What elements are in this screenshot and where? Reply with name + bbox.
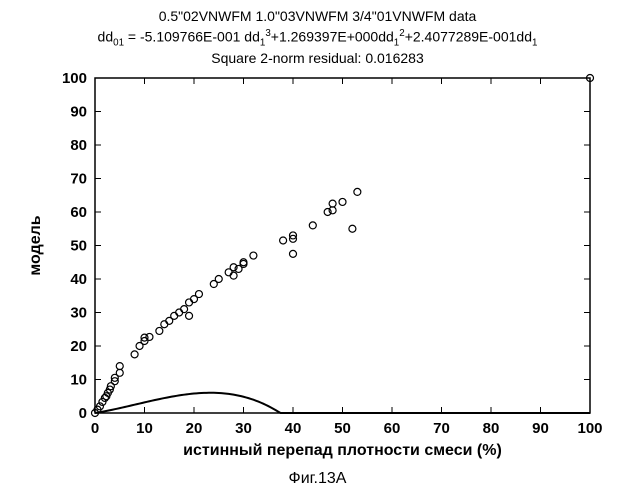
- data-point: [230, 272, 237, 279]
- svg-text:90: 90: [532, 420, 549, 437]
- chart-title-line1: 0.5"02VNWFM 1.0"03VNWFM 3/4"01VNWFM data: [0, 8, 635, 24]
- svg-text:10: 10: [136, 420, 153, 437]
- data-point: [116, 369, 123, 376]
- svg-text:20: 20: [186, 420, 203, 437]
- data-point: [161, 321, 168, 328]
- data-point: [116, 363, 123, 370]
- svg-text:50: 50: [70, 238, 87, 255]
- svg-text:10: 10: [70, 372, 87, 389]
- data-point: [171, 312, 178, 319]
- svg-text:80: 80: [483, 420, 500, 437]
- data-point: [131, 351, 138, 358]
- svg-text:50: 50: [334, 420, 351, 437]
- plot-border: [95, 78, 590, 413]
- data-point: [250, 252, 257, 259]
- figure-caption: Фиг.13A: [0, 470, 635, 488]
- svg-text:90: 90: [70, 104, 87, 121]
- chart-title-line2: dd01 = -5.109766E-001 dd13+1.269397E+000…: [0, 28, 635, 48]
- chart-title-line3: Square 2-norm residual: 0.016283: [0, 50, 635, 66]
- data-point: [354, 188, 361, 195]
- svg-text:100: 100: [577, 420, 602, 437]
- data-point: [186, 299, 193, 306]
- svg-text:100: 100: [62, 70, 87, 87]
- svg-text:60: 60: [384, 420, 401, 437]
- svg-text:30: 30: [235, 420, 252, 437]
- x-axis-label: истинный перепад плотности смеси (%): [183, 442, 502, 459]
- svg-text:40: 40: [70, 271, 87, 288]
- data-point: [186, 312, 193, 319]
- svg-text:20: 20: [70, 338, 87, 355]
- data-point: [329, 200, 336, 207]
- svg-text:30: 30: [70, 305, 87, 322]
- data-point: [215, 276, 222, 283]
- data-point: [195, 291, 202, 298]
- svg-text:0: 0: [91, 420, 99, 437]
- x-axis-ticks: 0 10 20 30 40 50 60 70 80 90 100: [91, 78, 603, 437]
- y-axis-label: модель: [27, 215, 44, 275]
- svg-text:60: 60: [70, 204, 87, 221]
- data-point: [176, 309, 183, 316]
- svg-text:40: 40: [285, 420, 302, 437]
- scatter-chart: 0 10 20 30 40 50 60 70 80 90 100 0 10 20 30 40 50 60 70 80…: [0, 0, 635, 470]
- svg-text:0: 0: [79, 405, 87, 422]
- data-point: [280, 237, 287, 244]
- data-point: [156, 327, 163, 334]
- svg-text:80: 80: [70, 137, 87, 154]
- data-point: [339, 198, 346, 205]
- svg-text:70: 70: [70, 171, 87, 188]
- svg-text:70: 70: [433, 420, 450, 437]
- scatter-points: [92, 75, 594, 417]
- data-point: [290, 250, 297, 257]
- y-axis-ticks: 0 10 20 30 40 50 60 70 80 90 100: [62, 70, 590, 422]
- data-point: [309, 222, 316, 229]
- data-point: [349, 225, 356, 232]
- data-point: [146, 333, 153, 340]
- data-point: [181, 306, 188, 313]
